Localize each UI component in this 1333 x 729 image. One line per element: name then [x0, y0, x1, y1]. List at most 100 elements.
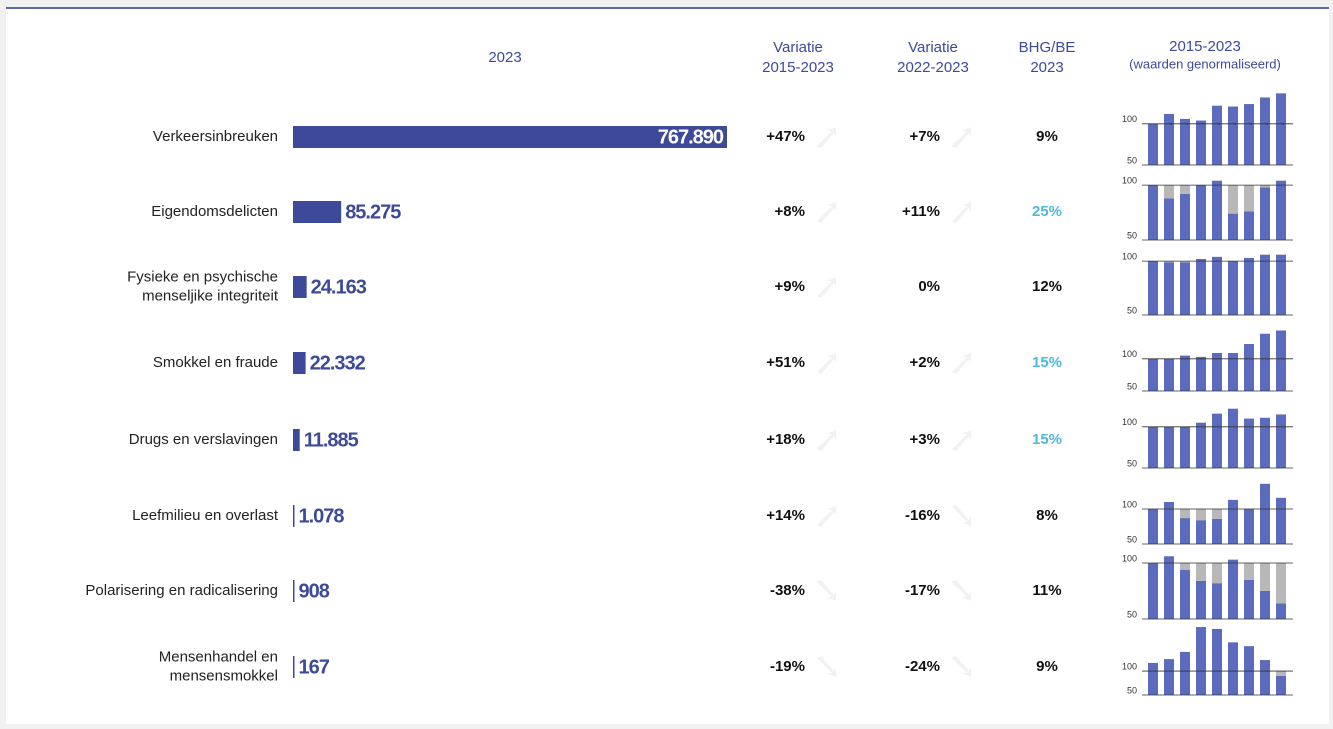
trend-bar: [1260, 660, 1270, 695]
trend-bar: [1196, 259, 1206, 315]
row-label: Eigendomsdelicten: [151, 203, 278, 220]
trend-arrow: [817, 127, 836, 148]
trend-gap: [1212, 563, 1222, 584]
trend-tick-label: 100: [1122, 417, 1137, 427]
share: 12%: [1032, 278, 1062, 295]
trend-bar: [1244, 418, 1254, 468]
trend-bar: [1276, 180, 1286, 240]
trend-bar: [1212, 256, 1222, 315]
trend-tick-label: 50: [1127, 155, 1137, 165]
trend-arrow: [952, 127, 971, 148]
trend-gap: [1228, 185, 1238, 214]
trend-bar: [1180, 118, 1190, 165]
trend-gap: [1212, 509, 1222, 519]
trend-bar: [1228, 642, 1238, 695]
trend-bar: [1260, 97, 1270, 165]
value-label: 767.890: [658, 126, 724, 148]
trend-bar: [1196, 580, 1206, 619]
variation-2022: +7%: [910, 128, 940, 145]
trend-bar: [1180, 193, 1190, 240]
trend-bar: [1276, 254, 1286, 315]
row-label: Drugs en verslavingen: [129, 431, 278, 448]
trend-bar: [1244, 646, 1254, 695]
share: 25%: [1032, 203, 1062, 220]
trend-gap: [1180, 509, 1190, 519]
trend-bar: [1228, 106, 1238, 165]
value-label: 1.078: [299, 505, 345, 527]
trend-tick-label: 100: [1122, 349, 1137, 359]
column-header: Variatie: [908, 39, 958, 56]
trend-tick-label: 50: [1127, 685, 1137, 695]
row-label: Smokkel en fraude: [153, 354, 278, 371]
trend-bar: [1228, 408, 1238, 468]
value-bar: [293, 580, 295, 602]
trend-bar: [1148, 426, 1158, 468]
value-label: 908: [299, 580, 330, 602]
trend-arrow: [817, 202, 836, 223]
trend-tick-label: 50: [1127, 230, 1137, 240]
trend-bar: [1276, 93, 1286, 165]
row-label: Leefmilieu en overlast: [132, 507, 279, 524]
share: 8%: [1036, 507, 1058, 524]
variation-2022: -16%: [905, 507, 940, 524]
value-bar: [293, 201, 342, 223]
value-bar: [293, 126, 727, 148]
value-bar: [293, 352, 306, 374]
trend-gap: [1196, 509, 1206, 521]
trend-bar: [1164, 502, 1174, 544]
trend-bar: [1260, 187, 1270, 240]
trend-gap: [1244, 563, 1254, 580]
trend-bar: [1260, 591, 1270, 619]
trend-bar: [1212, 413, 1222, 468]
trend-gap: [1196, 563, 1206, 581]
variation-2015: -38%: [770, 582, 805, 599]
row-label: Polarisering en radicalisering: [85, 582, 278, 599]
trend-bar: [1260, 333, 1270, 391]
trend-bar: [1244, 211, 1254, 240]
variation-2015: +14%: [766, 507, 805, 524]
trend-bar: [1212, 583, 1222, 619]
column-header: Variatie: [773, 39, 823, 56]
trend-bar: [1276, 675, 1286, 695]
row-label: menseljike integriteit: [142, 287, 279, 304]
trend-bar: [1228, 261, 1238, 315]
trend-bar: [1276, 330, 1286, 391]
trend-bar: [1180, 651, 1190, 695]
trend-gap: [1164, 261, 1174, 263]
share: 11%: [1032, 582, 1061, 599]
variation-2015: +9%: [775, 278, 805, 295]
trend-bar: [1260, 254, 1270, 315]
trend-bar: [1276, 414, 1286, 468]
variation-2015: +51%: [766, 354, 805, 371]
trend-bar: [1212, 628, 1222, 695]
value-bar: [293, 276, 307, 298]
trend-tick-label: 100: [1122, 553, 1137, 563]
trend-bar: [1148, 185, 1158, 240]
trend-bar: [1196, 520, 1206, 544]
variation-2022: 0%: [918, 278, 940, 295]
trend-tick-label: 50: [1127, 305, 1137, 315]
trend-tick-label: 50: [1127, 609, 1137, 619]
trend-arrow: [952, 580, 971, 601]
trend-bar: [1196, 356, 1206, 391]
share: 9%: [1036, 128, 1058, 145]
trend-bar: [1180, 426, 1190, 468]
row-label: Mensenhandel en: [159, 648, 278, 665]
trend-bar: [1244, 257, 1254, 315]
variation-2022: +2%: [910, 354, 940, 371]
trend-arrow: [952, 656, 971, 677]
trend-arrow: [952, 202, 971, 223]
trend-bar: [1276, 603, 1286, 619]
trend-bar: [1148, 662, 1158, 695]
trend-bar: [1180, 569, 1190, 619]
trend-bar: [1244, 104, 1254, 165]
trend-bar: [1164, 358, 1174, 391]
trend-bar: [1148, 123, 1158, 165]
trend-bar: [1180, 262, 1190, 315]
value-bar: [293, 429, 300, 451]
trend-tick-label: 100: [1122, 175, 1137, 185]
column-header: 2023: [1030, 59, 1063, 76]
trend-bar: [1276, 497, 1286, 544]
trend-bar: [1228, 499, 1238, 544]
trend-bar: [1212, 180, 1222, 240]
